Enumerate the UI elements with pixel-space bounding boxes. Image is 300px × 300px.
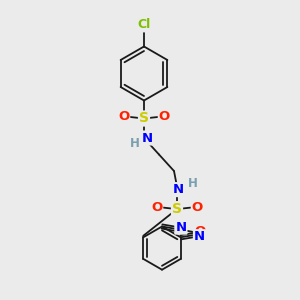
Text: Cl: Cl <box>137 18 151 32</box>
Text: O: O <box>194 225 205 239</box>
Text: N: N <box>175 220 187 234</box>
Text: S: S <box>139 112 149 125</box>
Text: N: N <box>173 183 184 196</box>
Text: S: S <box>172 202 182 216</box>
Text: O: O <box>192 201 203 214</box>
Text: O: O <box>159 110 170 124</box>
Text: N: N <box>194 230 205 243</box>
Text: O: O <box>118 110 129 124</box>
Text: N: N <box>142 131 153 145</box>
Text: O: O <box>151 201 162 214</box>
Text: H: H <box>188 177 197 190</box>
Text: H: H <box>130 137 139 150</box>
